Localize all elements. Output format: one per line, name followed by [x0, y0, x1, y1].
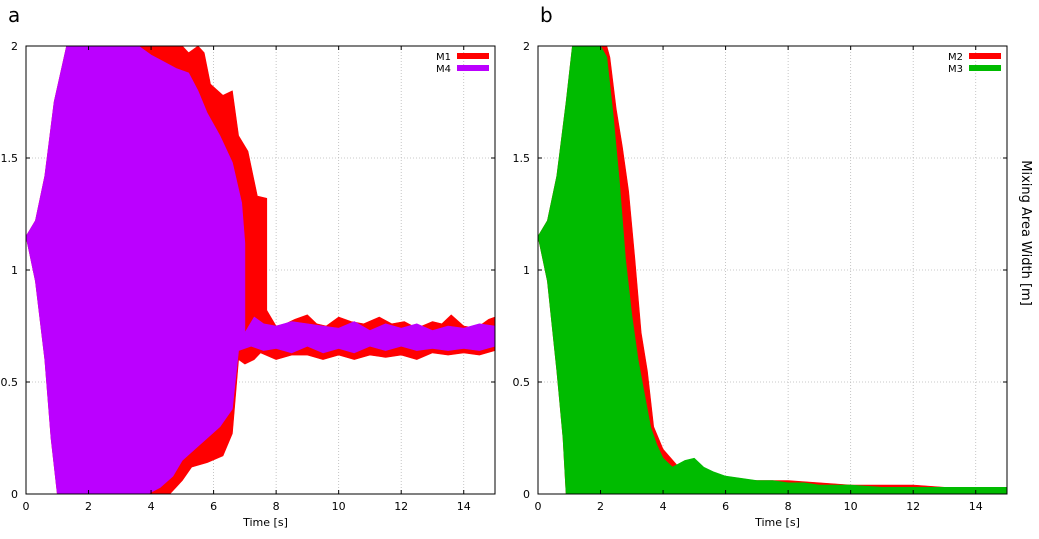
legend-label-m3: M3: [948, 64, 963, 75]
x-tick-label: 8: [273, 500, 280, 513]
x-tick-label: 12: [906, 500, 920, 513]
y-tick-label: 0.5: [513, 376, 531, 389]
x-tick-label: 14: [969, 500, 983, 513]
y-tick-label: 0: [11, 488, 18, 501]
y-tick-label: 2: [11, 40, 18, 53]
y-tick-label: 2: [523, 40, 530, 53]
x-tick-label: 14: [457, 500, 471, 513]
x-tick-label: 2: [85, 500, 92, 513]
legend-label-m1: M1: [436, 52, 451, 63]
x-tick-label: 0: [23, 500, 30, 513]
y-tick-label: 1.5: [513, 152, 531, 165]
x-tick-label: 6: [210, 500, 217, 513]
x-tick-label: 2: [597, 500, 604, 513]
series-band-m4: [25, 45, 496, 495]
x-axis-label: Time [s]: [242, 516, 288, 529]
y-tick-label: 0: [523, 488, 530, 501]
panel-letter: b: [540, 3, 553, 27]
x-tick-label: 8: [785, 500, 792, 513]
x-tick-label: 4: [660, 500, 667, 513]
y-tick-label: 1: [11, 264, 18, 277]
legend-label-m2: M2: [948, 52, 963, 63]
x-axis-label: Time [s]: [754, 516, 800, 529]
series-band-m3: [537, 45, 1008, 495]
x-tick-label: 6: [722, 500, 729, 513]
x-tick-label: 4: [148, 500, 155, 513]
panel-letter: a: [8, 3, 20, 27]
x-tick-label: 10: [332, 500, 346, 513]
x-tick-label: 10: [844, 500, 858, 513]
x-tick-label: 0: [535, 500, 542, 513]
y-axis-label: Mixing Area Width [m]: [1018, 160, 1033, 306]
x-tick-label: 12: [394, 500, 408, 513]
y-tick-label: 0.5: [1, 376, 19, 389]
legend-label-m4: M4: [436, 64, 451, 75]
y-tick-label: 1: [523, 264, 530, 277]
y-tick-label: 1.5: [1, 152, 19, 165]
